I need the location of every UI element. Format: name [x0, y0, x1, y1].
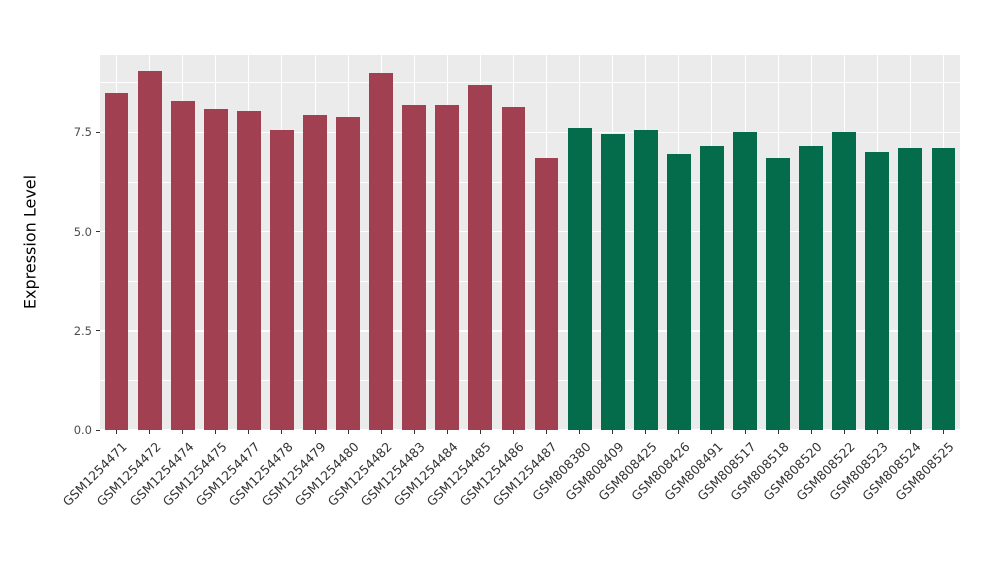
major-gridline — [100, 330, 960, 332]
bar — [104, 92, 129, 430]
bar — [236, 110, 261, 430]
bar — [898, 148, 923, 430]
bar — [567, 128, 592, 430]
y-tick-label: 5.0 — [73, 224, 92, 239]
bar — [865, 152, 890, 430]
bar — [501, 106, 526, 430]
x-tick-mark — [876, 430, 878, 434]
x-tick-mark — [248, 430, 250, 434]
x-tick-mark — [645, 430, 647, 434]
bar — [435, 104, 460, 430]
x-tick-mark — [479, 430, 481, 434]
bar — [369, 72, 394, 430]
x-tick-mark — [942, 430, 944, 434]
major-gridline — [100, 429, 960, 431]
x-tick-mark — [149, 430, 151, 434]
x-tick-mark — [413, 430, 415, 434]
x-tick-mark — [281, 430, 283, 434]
bar — [799, 146, 824, 430]
bar — [700, 146, 724, 430]
major-gridline — [100, 230, 960, 233]
y-tick-label: 0.0 — [73, 423, 92, 437]
x-tick-mark — [215, 430, 217, 434]
bar — [170, 100, 195, 430]
y-tick-mark — [96, 231, 100, 233]
y-tick-mark — [96, 131, 100, 133]
minor-gridline — [100, 82, 960, 84]
bar — [832, 132, 857, 430]
bar — [600, 134, 625, 430]
x-tick-mark — [182, 430, 184, 434]
bar — [633, 130, 658, 430]
x-tick-mark — [810, 430, 812, 434]
x-tick-mark — [446, 430, 448, 434]
x-tick-mark — [546, 430, 548, 434]
bar — [203, 108, 228, 430]
x-tick-mark — [314, 430, 316, 434]
x-tick-mark — [612, 430, 614, 434]
x-tick-mark — [711, 430, 713, 434]
y-axis-title: Expression Level — [20, 174, 40, 310]
bar — [402, 104, 427, 430]
x-tick-mark — [744, 430, 746, 434]
bar — [534, 158, 559, 430]
y-tick-mark — [96, 429, 100, 431]
x-tick-mark — [116, 430, 118, 434]
bar — [766, 158, 790, 430]
y-tick-label: 2.5 — [73, 323, 92, 338]
x-tick-mark — [777, 430, 779, 434]
x-tick-mark — [579, 430, 581, 434]
minor-gridline — [100, 380, 960, 381]
x-tick-mark — [909, 430, 911, 434]
x-tick-mark — [347, 430, 349, 434]
bar — [270, 130, 294, 430]
x-tick-mark — [380, 430, 382, 434]
bar — [303, 114, 327, 430]
major-gridline — [100, 131, 960, 134]
bar — [931, 148, 956, 430]
bar — [733, 132, 757, 430]
x-tick-mark — [512, 430, 514, 434]
bar — [666, 154, 691, 430]
minor-gridline — [100, 181, 960, 183]
x-tick-mark — [678, 430, 680, 434]
bar — [137, 70, 162, 430]
y-tick-mark — [96, 330, 100, 332]
bar — [468, 84, 493, 430]
x-tick-mark — [843, 430, 845, 434]
y-tick-label: 7.5 — [73, 125, 92, 140]
minor-gridline — [100, 280, 960, 282]
plot-panel — [100, 55, 960, 431]
bar — [336, 116, 360, 430]
